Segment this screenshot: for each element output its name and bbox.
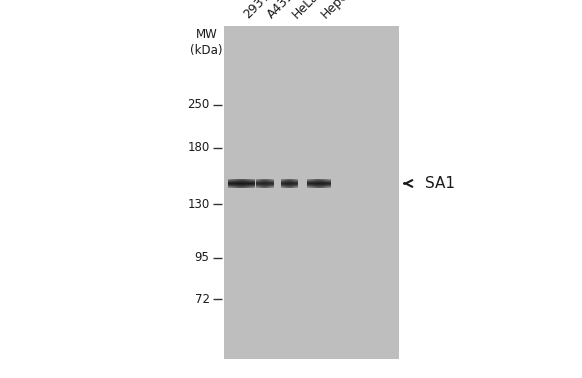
Text: 130: 130 [187, 198, 210, 211]
Bar [312, 179, 313, 188]
Bar [291, 179, 292, 188]
Bar [326, 179, 327, 188]
Bar [240, 179, 242, 188]
Bar [327, 179, 328, 188]
Bar [295, 179, 296, 188]
Bar [315, 179, 316, 188]
Bar [251, 179, 252, 188]
Bar [324, 179, 325, 188]
Bar [325, 179, 326, 188]
Bar [323, 179, 324, 188]
Bar [286, 179, 287, 188]
Text: 250: 250 [187, 98, 210, 111]
Bar [238, 179, 239, 188]
Bar [318, 179, 319, 188]
Bar [313, 179, 314, 188]
Text: MW
(kDa): MW (kDa) [190, 28, 223, 57]
Bar [234, 179, 235, 188]
Bar [228, 179, 229, 188]
Bar [289, 179, 290, 188]
Bar [244, 179, 245, 188]
Bar [248, 179, 249, 188]
Bar [307, 179, 308, 188]
Bar [254, 179, 255, 188]
Bar [290, 179, 291, 188]
Bar [233, 179, 234, 188]
Bar [296, 179, 297, 188]
Bar [231, 179, 232, 188]
Bar [253, 179, 254, 188]
Bar [310, 179, 311, 188]
Bar [294, 179, 295, 188]
Bar [249, 179, 250, 188]
Bar [292, 179, 293, 188]
Bar [322, 179, 323, 188]
Bar [261, 179, 262, 188]
Bar [266, 179, 267, 188]
Text: 293T: 293T [242, 0, 273, 21]
Text: 95: 95 [194, 251, 210, 264]
Bar [285, 179, 286, 188]
Bar [311, 179, 312, 188]
Bar [272, 179, 273, 188]
Bar [224, 26, 399, 359]
Bar [264, 179, 265, 188]
Bar [242, 179, 243, 188]
Bar [320, 179, 321, 188]
Bar [297, 179, 298, 188]
Bar [265, 179, 266, 188]
Bar [314, 179, 315, 188]
Bar [270, 179, 271, 188]
Bar [288, 179, 289, 188]
Bar [316, 179, 317, 188]
Bar [235, 179, 236, 188]
Bar [230, 179, 231, 188]
Bar [232, 179, 233, 188]
Text: A431: A431 [265, 0, 297, 21]
Bar [259, 179, 260, 188]
Bar [250, 179, 251, 188]
Bar [273, 179, 274, 188]
Bar [281, 179, 282, 188]
Bar [317, 179, 318, 188]
Bar [309, 179, 310, 188]
Bar [329, 179, 330, 188]
Bar [271, 179, 272, 188]
Text: SA1: SA1 [425, 176, 455, 191]
Bar [237, 179, 238, 188]
Bar [293, 179, 294, 188]
Bar [328, 179, 329, 188]
Bar [308, 179, 309, 188]
Text: 72: 72 [194, 293, 210, 306]
Bar [245, 179, 246, 188]
Bar [247, 179, 248, 188]
Bar [268, 179, 269, 188]
Bar [258, 179, 259, 188]
Text: HeLa: HeLa [289, 0, 321, 21]
Bar [239, 179, 240, 188]
Bar [243, 179, 244, 188]
Bar [319, 179, 320, 188]
Bar [321, 179, 322, 188]
Bar [246, 179, 247, 188]
Bar [263, 179, 264, 188]
Bar [236, 179, 237, 188]
Text: 180: 180 [187, 141, 210, 154]
Bar [283, 179, 284, 188]
Text: HepG2: HepG2 [319, 0, 359, 21]
Bar [256, 179, 257, 188]
Bar [330, 179, 331, 188]
Bar [262, 179, 263, 188]
Bar [252, 179, 253, 188]
Bar [229, 179, 230, 188]
